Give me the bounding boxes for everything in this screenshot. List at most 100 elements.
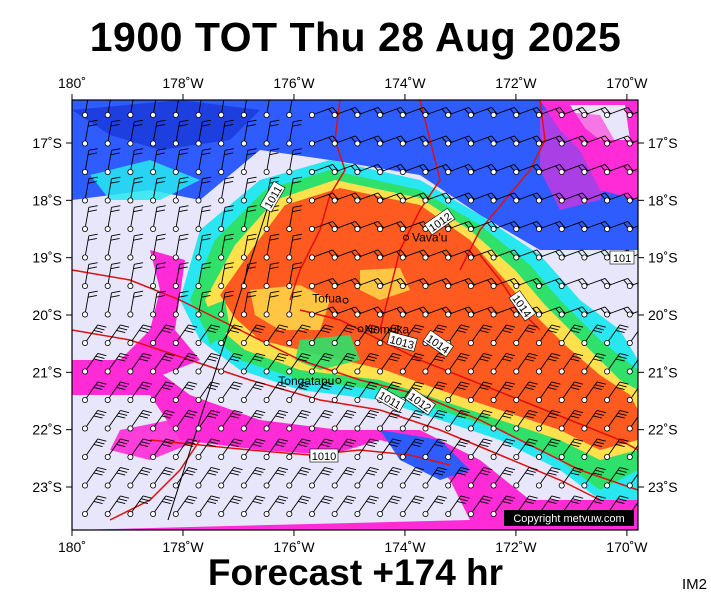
wind-barb [218,205,234,232]
wind-barb [286,100,293,119]
wind-barb [513,353,538,375]
wind-barb [399,467,425,489]
lat-tick-label: 23˚S [648,479,678,495]
wind-barb [308,381,334,403]
wind-barb [354,324,379,346]
wind-barb [467,324,493,346]
wind-barb [558,467,584,489]
wind-barb [286,233,303,261]
wind-barb [195,205,212,232]
copyright-box [504,510,634,526]
wind-barb [490,249,521,261]
wind-barb [195,262,212,289]
wind-barb [195,324,220,346]
wind-barb [536,135,566,147]
lon-tick-label: 170˚W [606,539,648,555]
wind-barb [82,176,98,204]
wind-barb [127,148,144,175]
wind-barb [286,467,311,489]
wind-barb [445,306,476,318]
wind-barb [286,205,303,232]
wind-barb [422,135,453,147]
wind-barb [422,164,453,175]
wind-barb [490,467,516,489]
wind-barb [263,100,270,119]
wind-barb [127,290,144,318]
wind-barb [331,381,357,403]
wind-barb [127,438,152,460]
wind-barb [240,353,266,375]
wind-barb [195,381,220,403]
wind-barb [467,107,498,119]
wind-barb [536,306,566,318]
wind-barb [240,381,266,403]
wind-barb [127,176,144,204]
wind-barb [104,467,130,489]
wind-barb [82,353,107,375]
wind-barb [127,324,152,346]
wind-barb [218,119,234,147]
wind-barb [626,197,638,204]
wind-barb [558,192,589,204]
wind-barb [104,353,130,375]
wind-barb [82,324,107,346]
wind-barb [331,164,362,175]
wind-barb [240,205,257,232]
wind-barb [536,381,561,403]
wind-barb [513,410,538,432]
wind-barb [150,290,166,318]
wind-barb [218,290,234,318]
wind-barb [172,290,189,318]
wind-barb [581,164,612,175]
wind-barb [240,148,257,175]
wind-barb [82,233,98,261]
wind-barb [218,467,243,489]
wind-barb [240,438,266,460]
wind-barb [263,353,289,375]
wind-barb [286,495,311,517]
wind-barb [286,410,311,432]
place-label: Vava'u [412,231,447,245]
wind-barb [377,324,402,346]
place-tongatapu: Tongatapu [278,374,342,388]
wind-barb [172,176,189,204]
wind-barb [604,353,629,375]
wind-barb [513,278,544,289]
wind-barb [82,148,98,175]
wind-barb [536,410,561,432]
place-nomuka: Nomuka [357,322,410,336]
wind-barb [150,353,175,375]
wind-barb [308,495,334,517]
wind-barb [127,233,144,261]
wind-barb [218,100,225,119]
wind-barb [195,233,212,261]
wind-barb [195,148,212,175]
wind-barb [218,381,243,403]
wind-barb [490,438,516,460]
map-title: 1900 TOT Thu 28 Aug 2025 [89,14,622,60]
wind-barb [354,495,379,517]
wind-barb [354,438,379,460]
wind-barb [558,381,584,403]
wind-barb [104,290,121,318]
wind-barb [218,233,234,261]
wind-barb [377,278,407,289]
wind-barb [104,100,111,119]
lat-tick-label: 19˚S [32,250,62,266]
wind-barb [286,148,303,175]
wind-barb [490,381,516,403]
wind-barb [626,444,638,460]
wind-barb [127,262,144,289]
wind-barb [150,495,175,517]
wind-barb [445,353,470,375]
wind-barb [286,324,311,346]
wind-barb [536,353,561,375]
wind-barb [150,262,166,289]
wind-barb [286,353,311,375]
axis-ticks: 180˚ 180˚ 178˚W 178˚W 176˚W 176˚W 174˚W 174˚W 17… [32,75,677,555]
wind-barb [558,221,589,232]
wind-barb [354,467,379,489]
wind-barb [467,410,493,432]
wind-barb [104,205,121,232]
